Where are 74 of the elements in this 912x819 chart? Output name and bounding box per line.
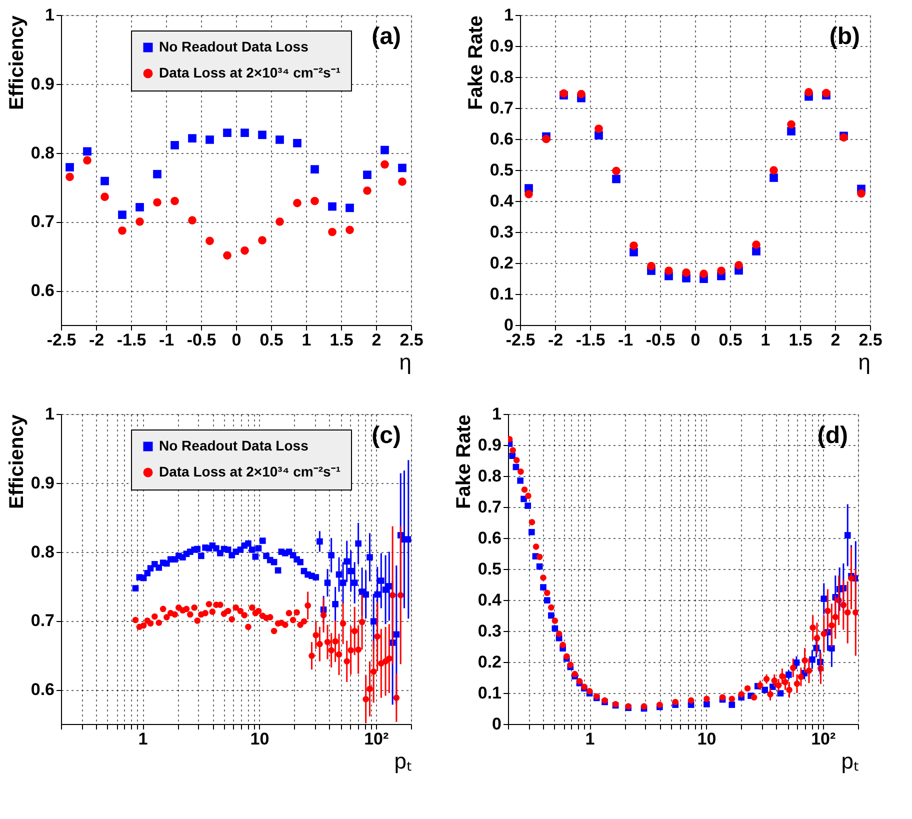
y-tick-label: 0.4 — [478, 590, 502, 610]
y-axis-title: Fake Rate — [452, 414, 475, 509]
y-tick-label: 0.8 — [490, 68, 514, 86]
y-tick-label: 0.6 — [490, 130, 514, 148]
x-tick-label: -2 — [88, 330, 104, 350]
x-tick-label: 10 — [697, 730, 716, 748]
x-axis-title: η — [399, 350, 412, 374]
legend-label: No Readout Data Loss — [159, 438, 309, 454]
y-tick-label: 0.9 — [478, 436, 502, 454]
x-tick-label: -1.5 — [116, 330, 146, 350]
y-tick-label: 0.3 — [490, 222, 514, 242]
y-axis-title: Fake Rate — [464, 16, 487, 110]
y-tick-label: 0 — [492, 714, 502, 734]
y-axis-title: Efficiency — [6, 414, 28, 509]
x-tick-label: 1.5 — [788, 330, 812, 350]
x-tick-label: -1.5 — [576, 330, 606, 350]
x-axis-title: pₜ — [841, 748, 858, 774]
y-tick-label: 0.7 — [490, 98, 514, 118]
x-tick-label: 1.5 — [330, 330, 354, 350]
x-tick-label: -1 — [158, 330, 174, 350]
y-tick-label: 0.6 — [30, 680, 54, 700]
x-tick-label: 1 — [138, 730, 148, 748]
x-tick-label: -2 — [548, 330, 564, 350]
y-tick-label: 0.5 — [478, 560, 502, 578]
annotation: (a) — [372, 23, 401, 50]
y-tick-label: 0.1 — [490, 284, 514, 304]
y-tick-label: 0.3 — [478, 622, 502, 640]
y-tick-label: 0.6 — [478, 528, 502, 548]
x-tick-label: 0.5 — [718, 330, 742, 350]
y-tick-label: 0.1 — [478, 684, 502, 702]
x-tick-label: 10² — [811, 730, 836, 748]
x-tick-label: 2 — [372, 330, 382, 350]
x-tick-label: 2.5 — [858, 330, 882, 350]
y-tick-label: 0.8 — [30, 542, 54, 562]
x-tick-label: -2.5 — [46, 330, 76, 350]
y-tick-label: 1 — [504, 6, 514, 24]
x-tick-label: 0.5 — [260, 330, 284, 350]
x-tick-label: -0.5 — [186, 330, 216, 350]
x-axis-title: η — [858, 350, 870, 374]
x-tick-label: 0 — [690, 330, 700, 350]
y-tick-label: 0.7 — [478, 498, 502, 516]
x-tick-label: 10 — [250, 730, 270, 748]
y-tick-label: 0.2 — [478, 652, 502, 672]
legend-label: No Readout Data Loss — [159, 38, 309, 54]
y-axis-title: Efficiency — [6, 14, 28, 110]
annotation: (d) — [817, 422, 848, 449]
y-tick-label: 0.2 — [490, 254, 514, 272]
x-tick-label: 1 — [760, 330, 770, 350]
x-tick-label: 1 — [585, 730, 595, 748]
y-tick-label: 0.8 — [30, 143, 54, 162]
legend-label: Data Loss at 2×10³⁴ cm⁻²s⁻¹ — [159, 64, 341, 80]
y-tick-label: 1 — [45, 6, 54, 24]
y-tick-label: 0.9 — [30, 473, 54, 492]
y-tick-label: 0.8 — [478, 466, 502, 486]
y-tick-label: 0.9 — [490, 36, 514, 56]
y-tick-label: 1 — [492, 404, 502, 424]
x-axis-title: pₜ — [394, 748, 412, 774]
x-tick-label: 1 — [302, 330, 312, 350]
x-tick-label: -0.5 — [646, 330, 676, 350]
y-tick-label: 0.4 — [490, 192, 514, 210]
x-tick-label: 10² — [364, 730, 389, 748]
y-tick-label: 0.7 — [30, 611, 54, 630]
x-tick-label: 2.5 — [400, 330, 424, 350]
y-tick-label: 1 — [45, 404, 54, 424]
y-tick-label: 0.9 — [30, 74, 54, 94]
x-tick-label: 2 — [830, 330, 840, 350]
x-tick-label: -1 — [618, 330, 634, 350]
y-tick-label: 0.5 — [490, 160, 514, 180]
y-tick-label: 0.7 — [30, 212, 54, 232]
x-tick-label: 0 — [232, 330, 242, 350]
annotation: (c) — [372, 422, 401, 449]
annotation: (b) — [829, 23, 860, 50]
legend-label: Data Loss at 2×10³⁴ cm⁻²s⁻¹ — [159, 464, 341, 480]
y-tick-label: 0.6 — [30, 281, 54, 300]
